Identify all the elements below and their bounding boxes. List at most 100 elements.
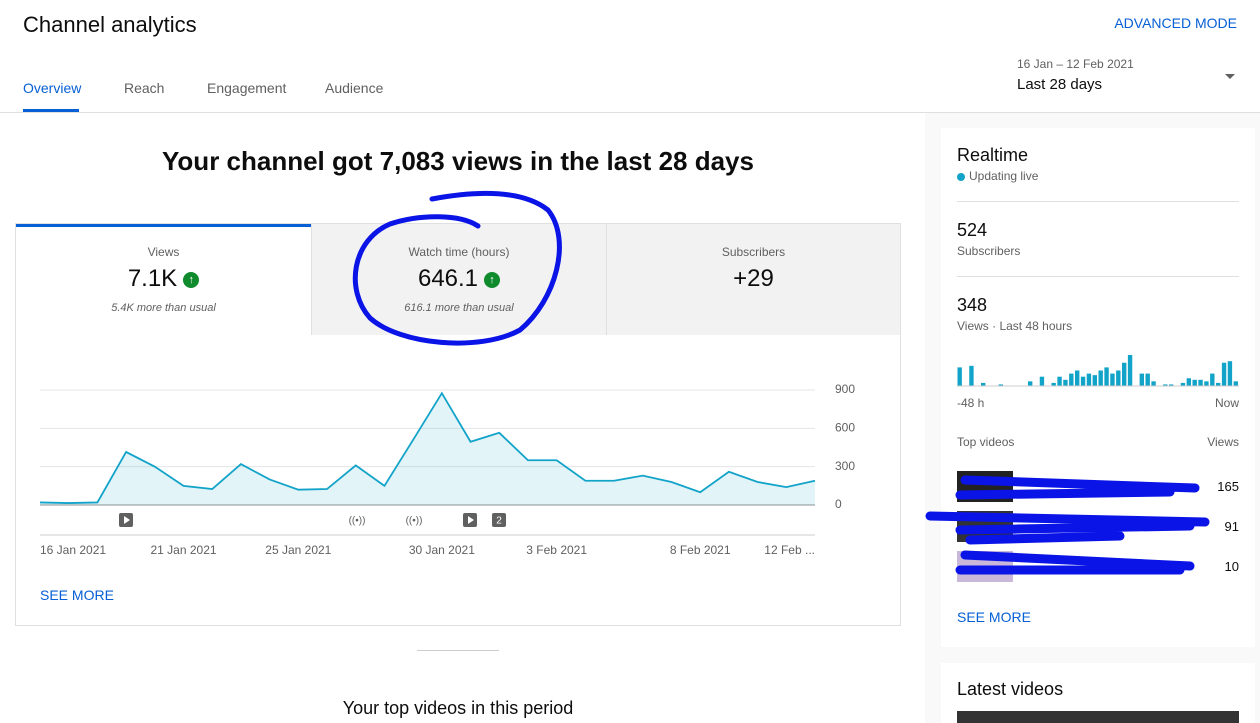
up-icon: ↑ [484, 272, 501, 288]
y-tick-label: 900 [835, 382, 855, 396]
live-dot [957, 173, 965, 181]
bar [969, 365, 974, 386]
x-tick-label: 3 Feb 2021 [526, 543, 587, 557]
views-count: 348 [957, 295, 988, 315]
bar [1028, 381, 1033, 386]
top-videos-label: Top videos [957, 435, 1015, 449]
see-more[interactable]: SEE MORE [40, 587, 114, 603]
bar [1122, 362, 1127, 386]
bar [1151, 381, 1156, 386]
bar [1092, 375, 1097, 386]
divider [957, 276, 1239, 277]
tab[interactable]: Overview [23, 80, 82, 96]
live-icon: ((•)) [349, 516, 366, 527]
metric-value: 646.1 [417, 265, 479, 292]
section-heading: Your top videos in this period [342, 698, 574, 718]
tab[interactable]: Reach [124, 80, 165, 96]
views-label: Views · Last 48 hours [957, 319, 1073, 333]
bar [1210, 373, 1215, 386]
bar [1069, 373, 1074, 386]
headline: Your channel got 7,083 views in the last… [162, 146, 754, 176]
redaction [955, 475, 1200, 500]
line [39, 391, 816, 504]
live-icon: ((•)) [406, 516, 423, 527]
metric-label: Watch time (hours) [408, 245, 510, 259]
annotations [352, 190, 1210, 575]
bar [1233, 381, 1238, 386]
x-tick-label: 8 Feb 2021 [670, 543, 731, 557]
bar [1227, 361, 1233, 386]
bar [1145, 373, 1150, 386]
axis-end: Now [1214, 396, 1239, 410]
video-views: 165 [1217, 479, 1239, 494]
bar [998, 384, 1003, 386]
bar [1057, 376, 1062, 386]
metric-value: 7.1K [127, 265, 178, 292]
bar [1104, 367, 1109, 386]
area [40, 393, 815, 505]
bar [1086, 373, 1092, 386]
metric-note: 5.4K more than usual [111, 302, 216, 314]
tab[interactable]: Audience [325, 80, 384, 96]
metric-label: Views [147, 245, 180, 259]
metric-value: +29 [733, 265, 774, 292]
divider [957, 201, 1239, 202]
x-tick-label: 25 Jan 2021 [265, 543, 331, 557]
x-tick-label: 30 Jan 2021 [409, 543, 475, 557]
bar [981, 382, 986, 386]
video-views: 91 [1224, 519, 1239, 534]
bar [1163, 384, 1168, 386]
bar [1110, 373, 1115, 386]
dropdown-arrow[interactable] [1225, 74, 1235, 79]
realtime-title: Realtime [957, 145, 1029, 165]
bar [1080, 376, 1086, 386]
x-tick-label: 16 Jan 2021 [40, 543, 106, 557]
bar [1039, 376, 1045, 386]
bar [957, 367, 962, 386]
bar [1127, 355, 1133, 386]
metric-note: 616.1 more than usual [404, 302, 514, 314]
live-status: Updating live [969, 169, 1039, 183]
redaction [925, 511, 1210, 545]
thumbnail[interactable] [957, 711, 1239, 723]
latest-title: Latest videos [957, 679, 1064, 699]
count-label: 2 [496, 516, 502, 527]
chart-icons: ((•)) ((•)) 2 [119, 513, 506, 527]
metric-tab[interactable]: Subscribers +29 [606, 224, 900, 335]
axis-start: -48 h [957, 396, 985, 410]
bar [1204, 381, 1209, 386]
advanced-mode[interactable]: ADVANCED MODE [1114, 15, 1237, 31]
video-views: 10 [1224, 559, 1239, 574]
period[interactable]: Last 28 days [1017, 76, 1103, 93]
bar [1063, 379, 1068, 386]
subscriber-count: 524 [957, 220, 988, 240]
bar [1169, 384, 1174, 386]
bar [1139, 373, 1144, 386]
divider [0, 112, 1260, 113]
bar [1186, 378, 1191, 386]
x-tick-label: 12 Feb ... [764, 543, 815, 557]
see-more[interactable]: SEE MORE [957, 609, 1031, 625]
date-range: 16 Jan – 12 Feb 2021 [1017, 57, 1134, 71]
redaction [955, 550, 1195, 575]
play-glyph [468, 516, 474, 524]
divider [417, 650, 499, 651]
tab-underline [23, 109, 79, 112]
page-title: Channel analytics [23, 12, 197, 37]
bar [1116, 370, 1121, 386]
bar [1051, 382, 1056, 386]
bar [1075, 370, 1080, 386]
bar [1180, 382, 1186, 386]
bar [1216, 382, 1221, 386]
bar [1098, 370, 1103, 386]
x-tick-label: 21 Jan 2021 [150, 543, 216, 557]
play-glyph [124, 516, 130, 524]
tab[interactable]: Engagement [207, 80, 287, 96]
views-column-label: Views [1207, 435, 1239, 449]
y-tick-label: 0 [835, 497, 842, 511]
up-icon: ↑ [183, 272, 200, 288]
bar [1192, 379, 1197, 386]
metric-tab[interactable]: Views 7.1K ↑ 5.4K more than usual [16, 224, 311, 335]
